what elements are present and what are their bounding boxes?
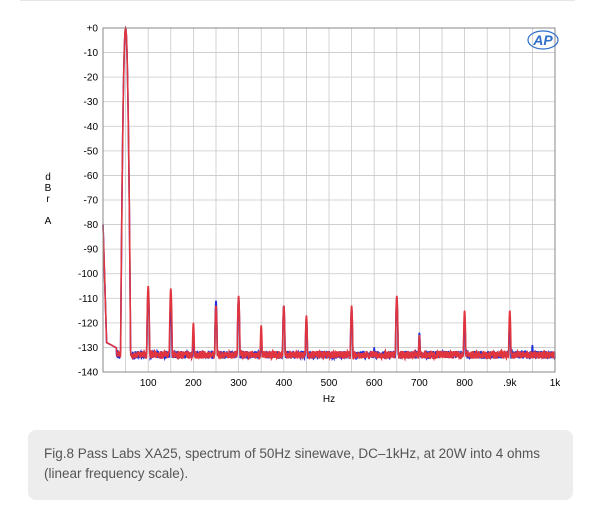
y-tick-label: -140 [78, 368, 98, 379]
y-tick-label: -110 [79, 294, 99, 305]
x-tick-label: 500 [321, 378, 338, 389]
y-tick-label: -90 [84, 245, 99, 256]
spectrum-chart: +0 -10 -20 -30 -40 -50 -60 -70 -80 -90 -100 -110 -12… [45, 24, 562, 406]
y-tick-label: -80 [84, 220, 99, 231]
ap-logo-icon: AP [527, 30, 559, 50]
ap-logo-text: AP [532, 32, 553, 48]
y-axis-title-char: d [45, 172, 51, 183]
y-tick-label: -20 [84, 73, 99, 84]
plot-frame [102, 27, 556, 373]
figure-caption: Fig.8 Pass Labs XA25, spectrum of 50Hz s… [28, 430, 573, 500]
top-divider [20, 0, 575, 1]
y-tick-label: -60 [84, 171, 99, 182]
y-tick-label: -50 [84, 146, 99, 157]
x-tick-labels: 100 200 300 400 500 600 700 800 .9k 1k [140, 378, 561, 389]
y-tick-label: -70 [84, 196, 99, 207]
x-tick-label: 600 [366, 378, 383, 389]
grid-lines [103, 27, 555, 373]
spectrum-chart-svg: +0 -10 -20 -30 -40 -50 -60 -70 -80 -90 -100 -110 -12… [45, 24, 562, 406]
y-tick-labels: +0 -10 -20 -30 -40 -50 -60 -70 -80 -90 -100 -110 -12… [78, 24, 98, 379]
series-lines [102, 25, 556, 362]
y-tick-label: -100 [78, 269, 98, 280]
y-tick-label: -40 [84, 122, 99, 133]
y-axis-title-char: B [45, 183, 52, 194]
y-axis-title-char: A [45, 216, 52, 227]
y-axis-title-char: r [46, 194, 50, 205]
y-tick-label: -130 [78, 343, 98, 354]
x-tick-label: 200 [185, 378, 202, 389]
series-line-right [102, 25, 556, 362]
y-tick-label: -30 [84, 97, 99, 108]
x-tick-label: 300 [230, 378, 247, 389]
y-tick-label: -120 [78, 318, 98, 329]
y-tick-label: +0 [87, 24, 99, 35]
x-tick-label: 700 [411, 378, 428, 389]
x-tick-label: 800 [456, 378, 473, 389]
x-axis-title: Hz [323, 394, 335, 405]
y-tick-label: -10 [84, 48, 99, 59]
x-tick-label: .9k [503, 378, 517, 389]
x-tick-label: 100 [140, 378, 157, 389]
x-tick-label: 1k [550, 378, 562, 389]
x-tick-label: 400 [275, 378, 292, 389]
